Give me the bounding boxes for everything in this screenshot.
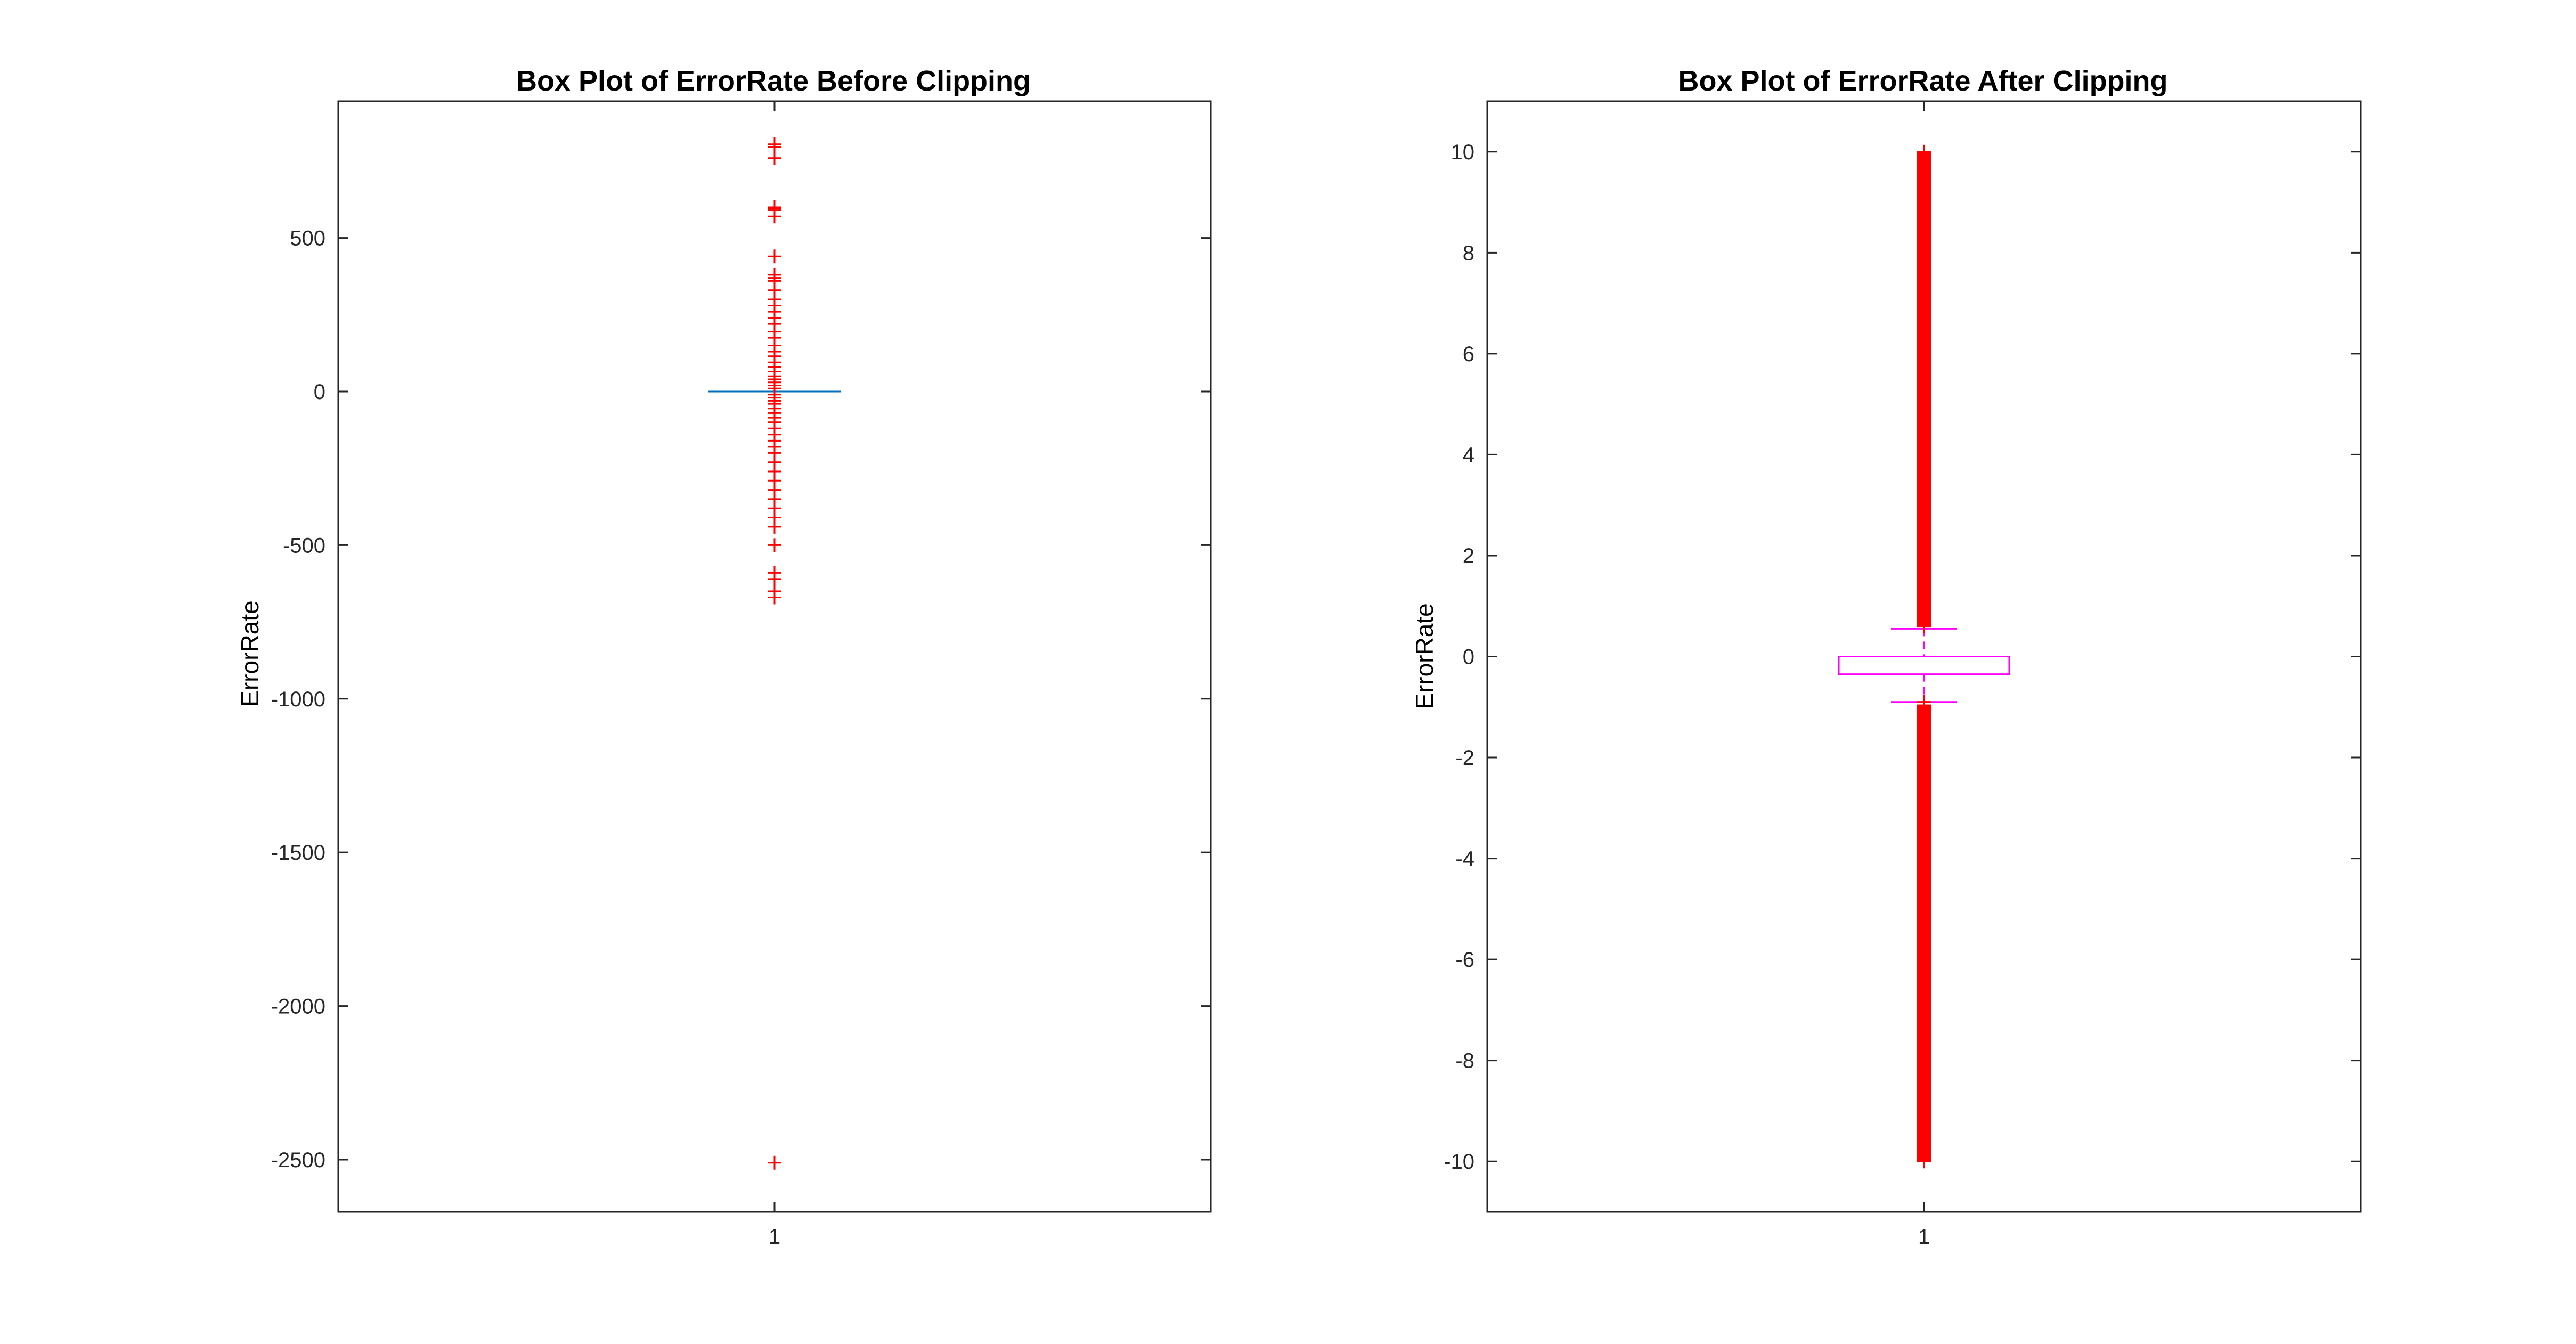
y-ticks: 500 0 -500 -1000 -1500 -2000 -2500 xyxy=(271,227,1211,1172)
y-tick-label: 8 xyxy=(1463,241,1474,265)
outlier-marker xyxy=(768,209,781,224)
y-axis-label: ErrorRate xyxy=(236,600,264,706)
y-tick-label: -10 xyxy=(1444,1150,1474,1174)
outlier-marker xyxy=(768,572,781,586)
y-tick-label: -1500 xyxy=(271,841,325,865)
outlier-marker xyxy=(768,151,781,165)
after-clipping-plot: Box Plot of ErrorRate After Clipping Err… xyxy=(1411,65,2362,1249)
x-tick-label: 1 xyxy=(1918,1225,1930,1249)
y-axis-label: ErrorRate xyxy=(1411,603,1438,709)
y-tick-label: -6 xyxy=(1455,948,1474,972)
outlier-marker xyxy=(768,1155,781,1170)
x-ticks: 1 xyxy=(1918,101,1930,1249)
outlier-marker xyxy=(768,538,781,552)
outliers-group xyxy=(1917,144,1931,1169)
outlier-marker xyxy=(768,590,781,605)
chart-title: Box Plot of ErrorRate After Clipping xyxy=(1678,65,2167,97)
y-tick-label: 10 xyxy=(1451,141,1475,164)
outliers-group xyxy=(768,137,781,1170)
y-ticks: 10 8 6 4 2 0 -2 -4 -6 -8 -10 xyxy=(1444,141,2361,1174)
box-rect xyxy=(1838,656,2010,675)
outlier-marker xyxy=(768,519,781,534)
y-tick-label: -1000 xyxy=(271,688,325,711)
y-tick-label: 2 xyxy=(1463,544,1474,568)
y-tick-label: -2 xyxy=(1455,746,1474,770)
outlier-marker xyxy=(768,249,781,264)
y-tick-label: -2000 xyxy=(271,995,325,1019)
y-tick-label: -2500 xyxy=(271,1148,325,1172)
y-tick-label: -500 xyxy=(283,534,325,557)
y-tick-label: 6 xyxy=(1463,343,1474,366)
y-tick-label: -4 xyxy=(1455,848,1474,871)
y-tick-label: 500 xyxy=(290,227,325,250)
x-tick-label: 1 xyxy=(769,1225,780,1249)
y-tick-label: 0 xyxy=(314,380,325,404)
before-clipping-plot: Box Plot of ErrorRate Before Clipping Er… xyxy=(236,65,1212,1249)
outlier-band xyxy=(1917,704,1931,1162)
box-element xyxy=(1838,628,2010,703)
axes-frame xyxy=(337,100,1212,1213)
chart-title: Box Plot of ErrorRate Before Clipping xyxy=(516,65,1031,97)
y-tick-label: 4 xyxy=(1463,443,1474,467)
outlier-band xyxy=(1917,151,1931,626)
x-ticks: 1 xyxy=(769,101,780,1249)
y-tick-label: -8 xyxy=(1455,1049,1474,1073)
y-tick-label: 0 xyxy=(1463,646,1474,669)
